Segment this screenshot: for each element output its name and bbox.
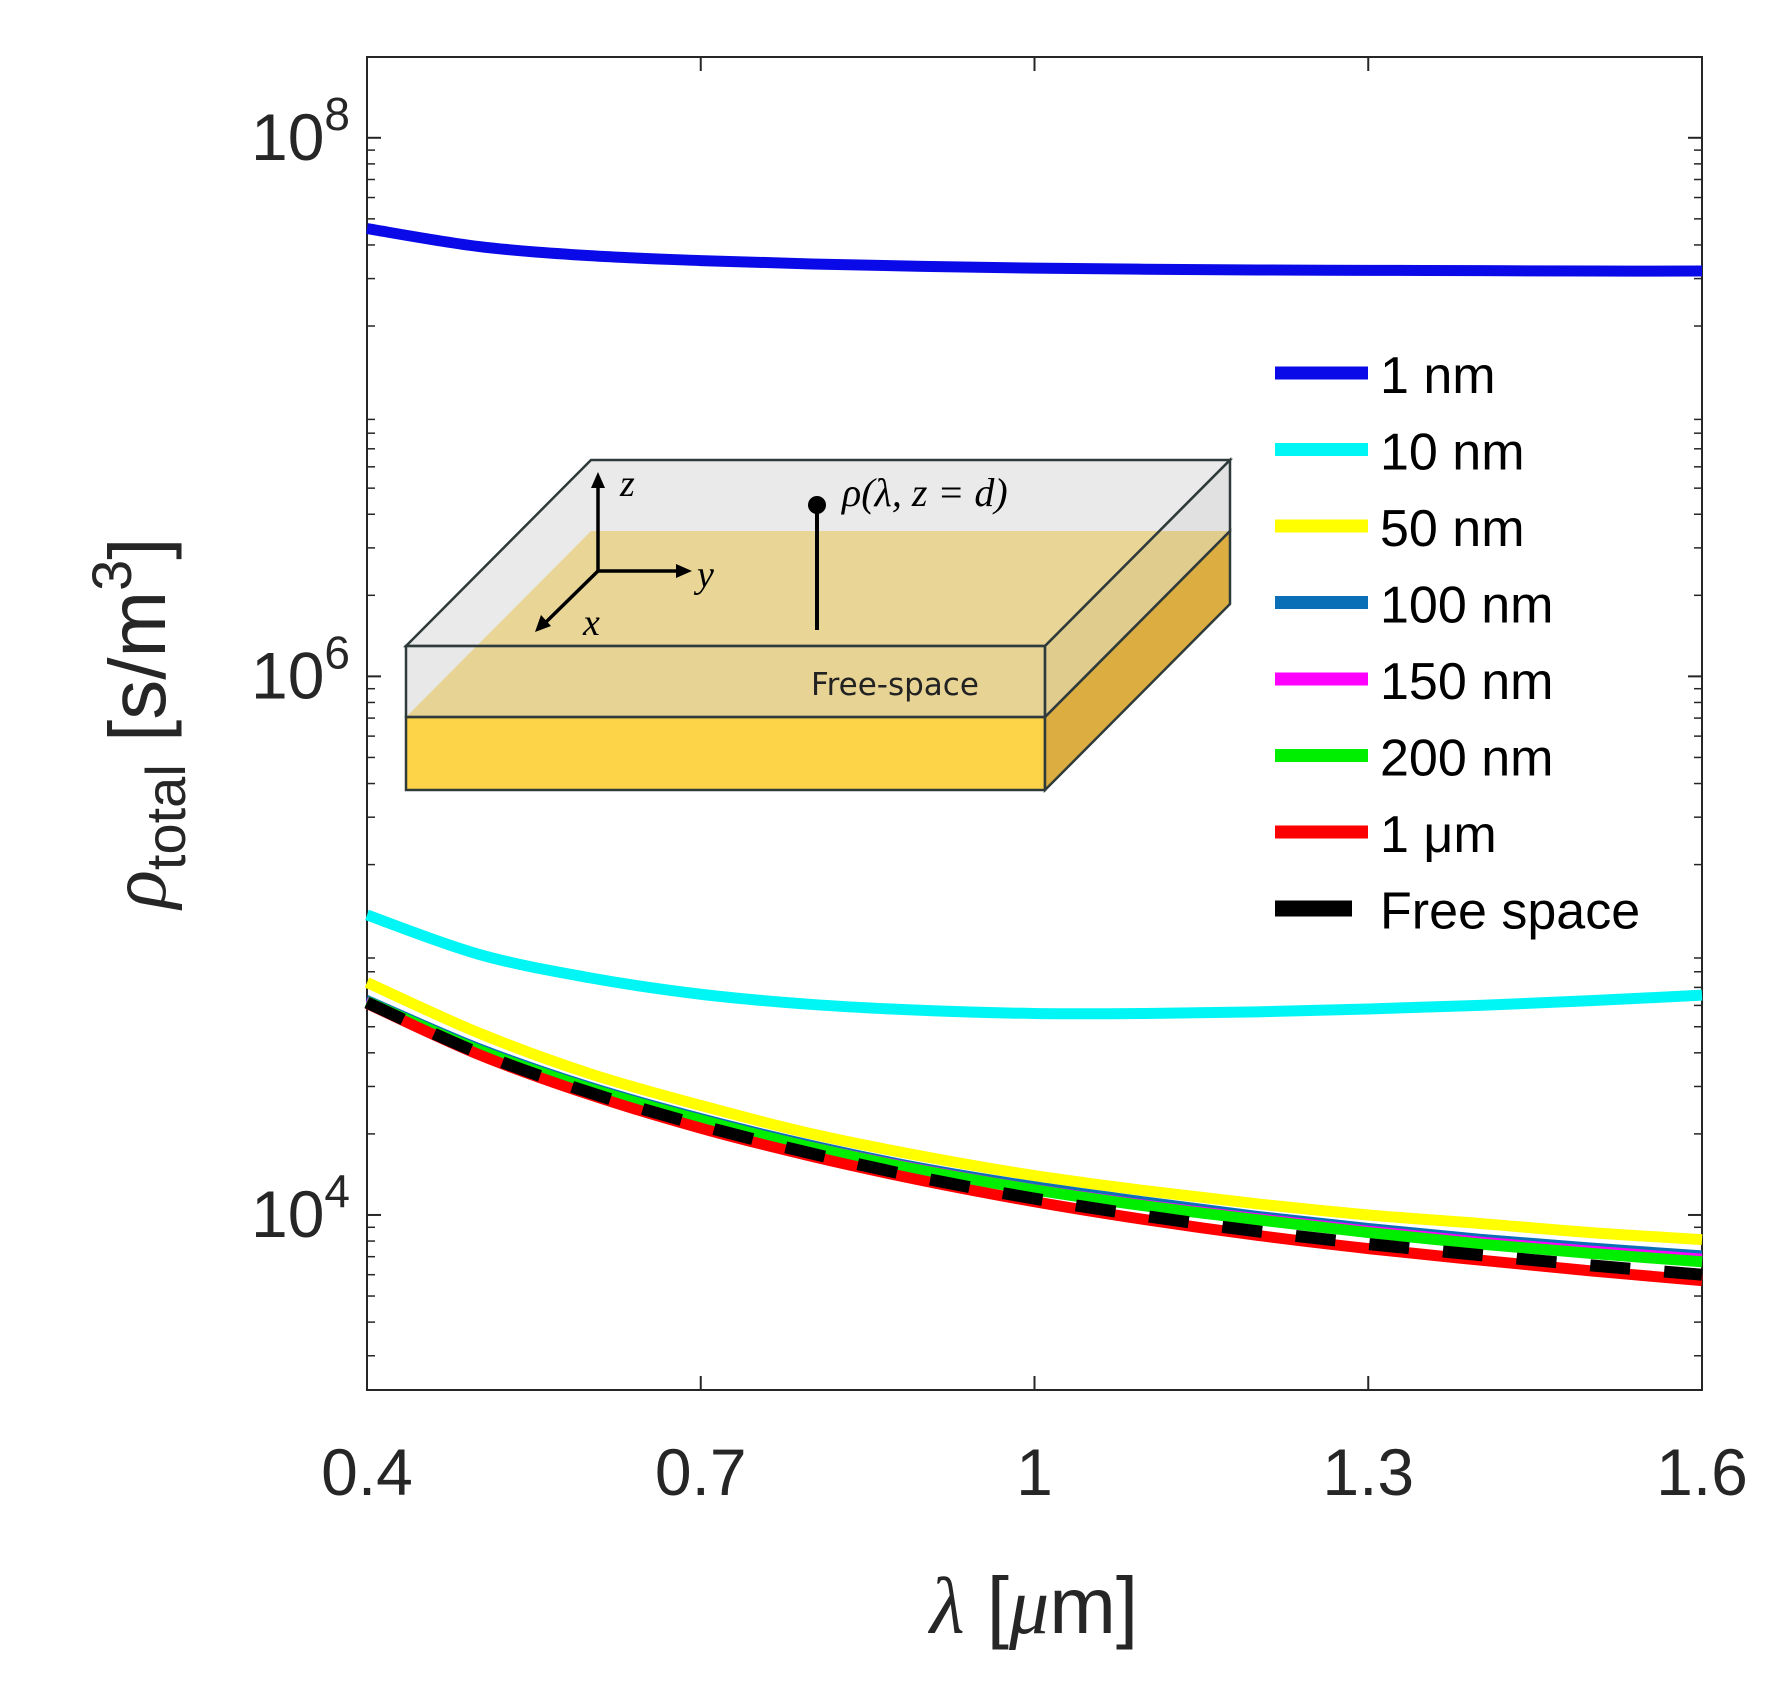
y-tick-label: 106 xyxy=(251,626,350,712)
x-tick-label: 1.6 xyxy=(1656,1435,1748,1509)
legend-label: 200 nm xyxy=(1380,730,1553,788)
series-line-2 xyxy=(364,977,1703,1246)
minor-ticks xyxy=(367,149,1702,1357)
slab-side-face xyxy=(1043,456,1232,721)
probe-label: ρ(λ, z = d) xyxy=(840,470,1008,515)
y-tick-label: 108 xyxy=(251,88,350,174)
legend-label: 100 nm xyxy=(1380,577,1553,635)
x-axis-unit-open: [ xyxy=(965,1561,1009,1650)
x-axis-unit-mu: μ xyxy=(1008,1563,1049,1651)
inset-y-label: y xyxy=(693,554,714,596)
y-axis-subscript: total xyxy=(134,764,197,870)
x-tick-label: 1 xyxy=(1016,1435,1053,1509)
series-layer xyxy=(364,223,1703,1287)
major-ticks xyxy=(366,57,1703,1390)
inset-x-label: x xyxy=(582,602,600,644)
series-line-1 xyxy=(365,909,1703,1020)
y-axis-label: ρtotal [s/m3] xyxy=(80,538,197,912)
free-space-region-label: Free-space xyxy=(811,667,979,703)
y-axis-unit-sup: 3 xyxy=(80,560,143,591)
legend-label: 150 nm xyxy=(1380,653,1553,711)
x-tick-labels: 0.4 0.7 1 1.3 1.6 xyxy=(321,1435,1748,1509)
x-arrowhead-icon xyxy=(535,615,551,632)
x-axis-symbol: λ xyxy=(928,1563,965,1651)
x-axis-arrow xyxy=(542,569,600,626)
x-tick-label: 0.4 xyxy=(321,1435,413,1509)
y-tick-labels: 104 106 108 xyxy=(251,88,350,1251)
y-tick-label: 104 xyxy=(251,1165,350,1251)
legend: 1 nm 10 nm 50 nm 100 nm 150 nm 200 nm 1 μm Free… xyxy=(1275,347,1640,941)
legend-label: 50 nm xyxy=(1380,500,1525,558)
x-tick-label: 0.7 xyxy=(655,1435,747,1509)
substrate-front-face xyxy=(404,715,1047,792)
inset-schematic: z y x ρ(λ, z = d) Free-space xyxy=(402,456,1234,794)
y-axis-unit-close: ] xyxy=(93,538,182,560)
y-axis-label-group: ρtotal [s/m3] xyxy=(80,538,197,912)
inset-z-label: z xyxy=(619,463,635,505)
y-axis-symbol: ρ xyxy=(95,870,183,911)
y-axis-unit-open: [s/m xyxy=(93,591,182,764)
legend-label: Free space xyxy=(1380,883,1640,941)
series-line-0 xyxy=(366,223,1703,277)
legend-label: 1 nm xyxy=(1380,347,1496,405)
series-line-7 xyxy=(364,997,1703,1281)
z-arrowhead-icon xyxy=(591,472,605,488)
probe-dot xyxy=(808,496,826,514)
y-arrowhead-icon xyxy=(676,564,692,578)
legend-label: 10 nm xyxy=(1380,424,1525,482)
x-axis-unit-rest: m] xyxy=(1049,1561,1138,1650)
x-axis-label: λ [μm] xyxy=(928,1561,1138,1651)
x-tick-label: 1.3 xyxy=(1322,1435,1414,1509)
legend-label: 1 μm xyxy=(1380,806,1497,864)
